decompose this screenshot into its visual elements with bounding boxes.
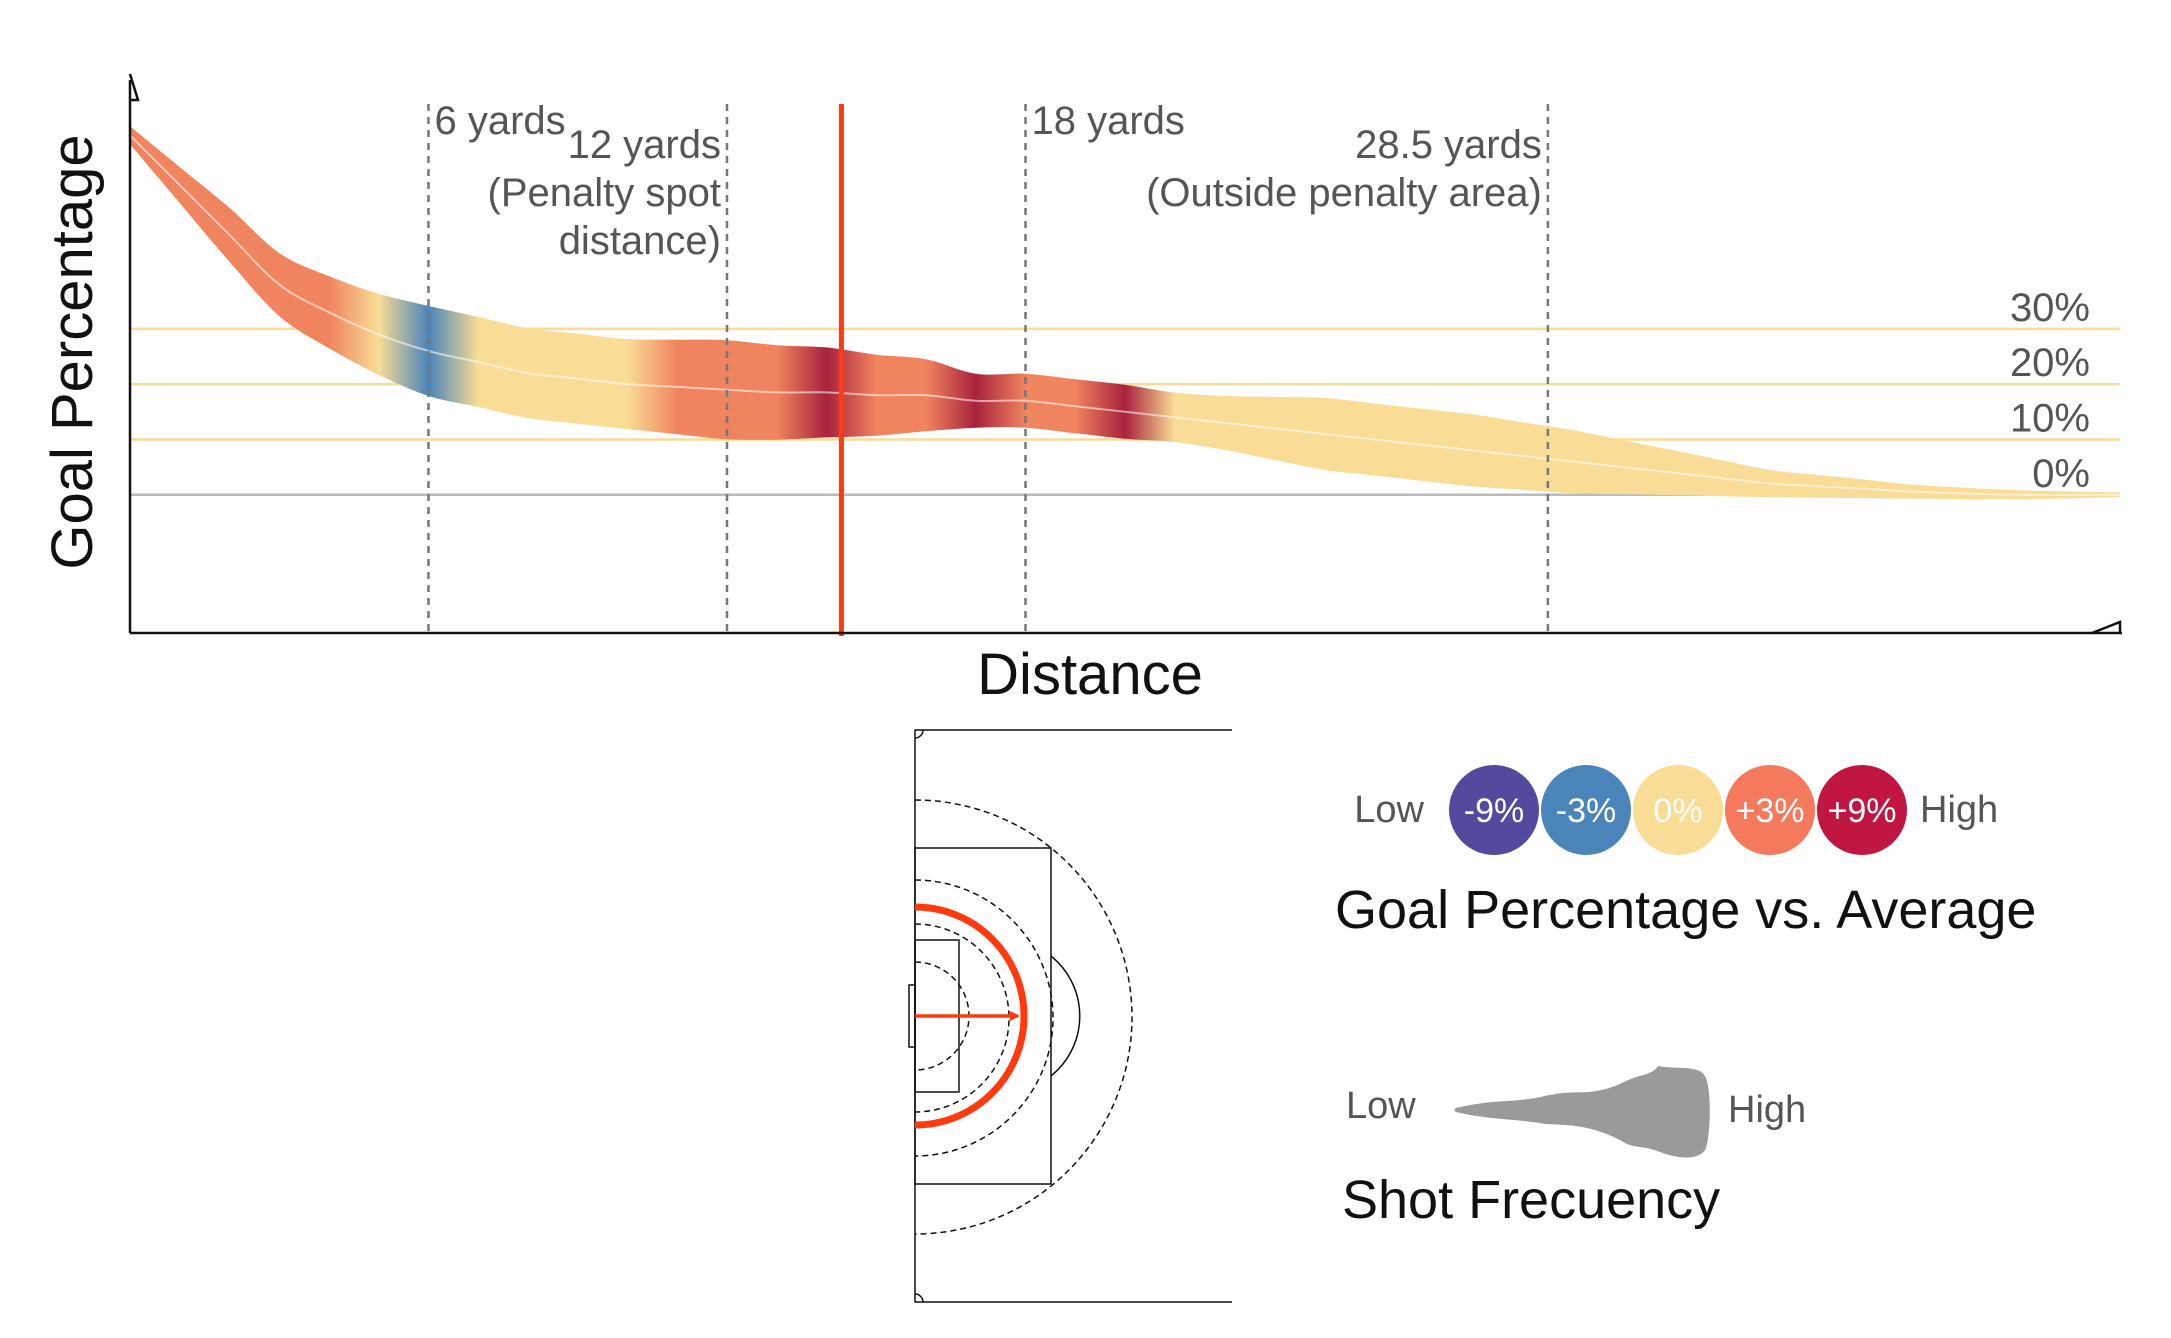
distance-marker-label: (Outside penalty area) (1146, 171, 1542, 215)
gridline-label: 10% (2010, 396, 2090, 440)
color-legend-low-label: Low (1354, 789, 1424, 831)
color-legend: Low -9% -3% 0% +3% +9% High Goal Percentage … (1335, 765, 2036, 940)
legend-swatch-label: +9% (1828, 792, 1897, 830)
distance-ring-outer (914, 799, 1133, 1235)
x-axis-arrowhead (2091, 620, 2122, 635)
shot-frequency-band (130, 126, 2120, 500)
width-legend-title: Shot Frecuency (1342, 1170, 1720, 1230)
width-legend-high-label: High (1728, 1089, 1806, 1131)
legend-swatch (1541, 765, 1631, 855)
gridline-label: 30% (2010, 286, 2090, 330)
pitch-diagram-icon (908, 729, 1232, 1303)
goal-mouth (908, 984, 916, 1048)
x-axis-label: Distance (977, 642, 1203, 707)
legend-swatch (1449, 765, 1539, 855)
goal-percentage-line (129, 134, 2121, 496)
distance-marker-label: 28.5 yards (1355, 123, 1542, 167)
width-legend: Low High Shot Frecuency (1342, 1066, 1806, 1230)
pitch-corner-arc-bottom (914, 1293, 924, 1303)
distance-marker-label: 6 yards (435, 99, 566, 143)
distance-marker-label: 18 yards (1032, 99, 1185, 143)
color-legend-title: Goal Percentage vs. Average (1335, 880, 2036, 940)
distance-marker-label: 12 yards (568, 123, 721, 167)
width-legend-low-label: Low (1346, 1085, 1416, 1127)
color-legend-swatches: -9% -3% 0% +3% +9% (1449, 765, 1907, 855)
distance-ring-3 (914, 923, 1010, 1113)
legend-swatch-label: 0% (1653, 792, 1702, 830)
distance-marker-label: distance) (559, 219, 721, 263)
legend-swatch-label: -9% (1464, 792, 1524, 830)
color-legend-high-label: High (1920, 789, 1998, 831)
distance-ring-2 (914, 879, 1054, 1157)
legend-swatch-label: +3% (1736, 792, 1805, 830)
penalty-arc (1050, 955, 1081, 1077)
y-gridline-labels: 30% 20% 10% 0% (2010, 286, 2090, 496)
y-axis-arrowhead (128, 73, 140, 102)
legend-swatch (1817, 765, 1907, 855)
legend-swatch (1633, 765, 1723, 855)
pitch-corner-arc-top (914, 729, 924, 739)
legend-swatch (1725, 765, 1815, 855)
y-axis-label: Goal Percentage (40, 134, 105, 569)
gridline-label: 20% (2010, 341, 2090, 385)
width-legend-shape (1454, 1066, 1710, 1158)
gridline-label: 0% (2032, 452, 2090, 496)
distance-marker-label: (Penalty spot (488, 171, 721, 215)
legend-swatch-label: -3% (1556, 792, 1616, 830)
highlight-ring (914, 903, 1028, 1129)
